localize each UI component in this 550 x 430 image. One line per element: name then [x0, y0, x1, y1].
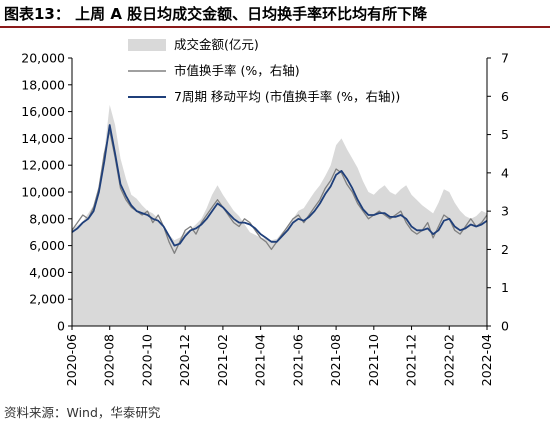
legend-label-turnover: 市值换手率 (%，右轴)	[174, 63, 300, 78]
x-tick-label: 2021-12	[404, 334, 419, 386]
y-left-tick-label: 16,000	[21, 104, 65, 119]
y-right-tick-label: 2	[501, 242, 509, 257]
plot-area: 0 2,000 4,000 6,000 8,000 10,000 12,000 14,000 1…	[21, 51, 509, 387]
legend: 成交金额(亿元) 市值换手率 (%，右轴) 7周期 移动平均 (市值换手率 (%，右…	[128, 37, 400, 104]
legend-swatch-volume	[128, 39, 166, 51]
x-tick-label: 2020-12	[177, 334, 192, 386]
series-area-volume	[72, 104, 487, 327]
y-left-tick-label: 8,000	[29, 211, 65, 226]
title-bar: 图表13： 上周 A 股日均成交金额、日均换手率环比均有所下降	[0, 0, 550, 28]
y-right-tick-label: 7	[501, 51, 509, 66]
series-line-ma7	[71, 124, 488, 247]
x-tick-label: 2020-10	[139, 334, 154, 386]
chart-svg: 0 2,000 4,000 6,000 8,000 10,000 12,000 14,000 1…	[21, 37, 509, 387]
y-right-tick-label: 3	[501, 204, 509, 219]
y-left-tick-label: 0	[57, 319, 65, 334]
figure-title: 图表13： 上周 A 股日均成交金额、日均换手率环比均有所下降	[4, 5, 428, 23]
y-right-tick-label: 4	[501, 165, 509, 180]
y-right-tick-label: 1	[501, 280, 509, 295]
y-right-tick-label: 0	[501, 319, 509, 334]
y-left-tick-label: 2,000	[29, 292, 65, 307]
x-tick-label: 2021-06	[290, 334, 305, 386]
y-left-tick-label: 20,000	[21, 51, 65, 66]
y-left-tick-label: 18,000	[21, 77, 65, 92]
x-tick-label: 2021-08	[328, 334, 343, 386]
y-right-tick-label: 6	[501, 89, 509, 104]
y-left-tick-label: 14,000	[21, 131, 65, 146]
y-left-tick-label: 12,000	[21, 158, 65, 173]
x-tick-label: 2020-06	[64, 334, 79, 386]
x-tick-label: 2021-10	[366, 334, 381, 386]
y-left-tick-label: 10,000	[21, 185, 65, 200]
x-tick-label: 2021-02	[215, 334, 230, 386]
y-left-tick-label: 4,000	[29, 265, 65, 280]
y-right-tick-label: 5	[501, 127, 509, 142]
legend-label-ma7: 7周期 移动平均 (市值换手率 (%，右轴))	[174, 89, 400, 104]
x-tick-label: 2022-04	[479, 334, 494, 386]
legend-label-volume: 成交金额(亿元)	[174, 37, 259, 52]
x-tick-label: 2020-08	[102, 334, 117, 386]
x-tick-label: 2022-02	[441, 334, 456, 386]
y-left-tick-label: 6,000	[29, 238, 65, 253]
source-note: 资料来源：Wind，华泰研究	[4, 405, 161, 420]
x-tick-label: 2021-04	[253, 334, 268, 386]
